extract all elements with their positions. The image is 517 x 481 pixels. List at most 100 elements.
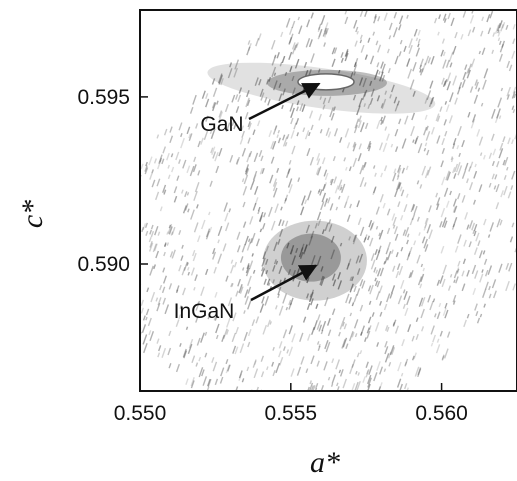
scan-streak — [424, 244, 429, 252]
scan-streak — [316, 255, 322, 267]
scan-streak — [456, 267, 460, 272]
scan-streak — [274, 305, 278, 310]
scan-streak — [327, 329, 332, 337]
scan-streak — [377, 44, 382, 53]
scan-streak — [345, 166, 348, 171]
scan-streak — [290, 368, 295, 377]
scan-streak — [315, 303, 319, 310]
scan-streak — [440, 160, 444, 168]
scan-streak — [226, 317, 231, 328]
scan-streak — [270, 156, 275, 164]
scan-streak — [384, 126, 388, 131]
scan-streak — [394, 55, 399, 65]
scan-streak — [327, 131, 332, 138]
scan-streak — [150, 230, 155, 238]
y-tick-label: 0.595 — [77, 86, 130, 109]
scan-streak — [282, 88, 286, 96]
scan-streak — [372, 185, 377, 196]
annotation-label: InGaN — [174, 300, 235, 323]
scan-streak — [313, 320, 318, 331]
scan-streak — [162, 297, 167, 305]
scan-streak — [469, 86, 474, 93]
scan-streak — [236, 156, 240, 165]
scan-streak — [201, 90, 206, 99]
scan-streak — [417, 43, 420, 48]
scan-streak — [167, 164, 170, 169]
scan-streak — [422, 267, 425, 272]
scan-streak — [323, 198, 329, 207]
scan-streak — [330, 383, 334, 387]
scan-streak — [342, 337, 348, 348]
scan-streak — [353, 294, 358, 303]
scan-streak — [383, 165, 388, 172]
scan-streak — [419, 68, 422, 73]
scan-streak — [320, 15, 326, 25]
scan-streak — [262, 251, 267, 260]
scan-streak — [318, 343, 321, 348]
scan-streak — [310, 355, 315, 365]
scan-streak — [483, 218, 487, 226]
scan-streak — [308, 131, 311, 137]
scan-streak — [224, 103, 229, 113]
scan-streak — [417, 38, 421, 44]
scan-streak — [306, 19, 311, 28]
scan-streak — [205, 98, 210, 108]
scan-streak — [251, 319, 256, 327]
scan-streak — [430, 55, 435, 65]
scan-streak — [182, 287, 186, 296]
scan-streak — [233, 67, 238, 78]
scan-streak — [329, 203, 334, 211]
scan-streak — [318, 28, 323, 38]
scan-streak — [488, 152, 493, 159]
scan-streak — [320, 329, 324, 335]
scan-streak — [148, 236, 152, 243]
scan-streak — [322, 97, 327, 105]
scan-streak — [331, 58, 336, 68]
scan-streak — [340, 52, 344, 58]
scan-streak — [270, 141, 275, 150]
scan-streak — [402, 229, 407, 236]
scan-streak — [323, 169, 328, 177]
scan-streak — [252, 202, 257, 211]
scan-streak — [491, 108, 496, 119]
scan-streak — [269, 174, 274, 184]
scan-streak — [372, 186, 377, 194]
scan-streak — [212, 251, 217, 260]
scan-streak — [384, 340, 388, 348]
scan-streak — [367, 235, 370, 241]
scan-streak — [392, 322, 396, 326]
scan-streak — [386, 208, 391, 216]
scan-streak — [369, 80, 373, 86]
scan-streak — [345, 343, 349, 349]
scan-streak — [379, 300, 383, 306]
scan-streak — [381, 115, 386, 124]
scan-streak — [466, 69, 471, 79]
scan-streak — [264, 295, 270, 306]
scan-streak — [283, 277, 287, 282]
scan-streak — [274, 203, 279, 213]
scan-streak — [374, 277, 377, 282]
scan-streak — [336, 382, 339, 387]
scan-streak — [484, 281, 489, 290]
scan-streak — [225, 359, 229, 365]
scan-streak — [367, 37, 371, 43]
scan-streak — [286, 134, 290, 140]
scan-streak — [449, 92, 454, 103]
scan-streak — [243, 310, 246, 314]
scan-streak — [311, 289, 315, 295]
scan-streak — [415, 47, 420, 57]
scan-streak — [148, 156, 153, 166]
scan-streak — [379, 311, 383, 317]
scan-streak — [188, 133, 192, 139]
scan-streak — [354, 333, 358, 338]
scan-streak — [426, 223, 431, 234]
scan-streak — [359, 304, 364, 312]
scan-streak — [512, 24, 516, 30]
scan-streak — [215, 334, 219, 340]
scan-streak — [477, 87, 481, 92]
scan-streak — [318, 23, 322, 30]
scan-streak — [149, 331, 155, 342]
scan-streak — [314, 222, 318, 229]
scan-streak — [466, 313, 470, 319]
scan-streak — [393, 168, 397, 174]
